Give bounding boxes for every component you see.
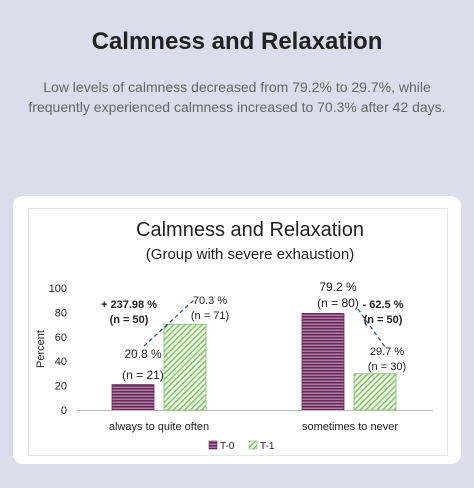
change-annotation-1: + 237.98 %: [101, 299, 157, 311]
data-label-t-0-2: 79.2 %: [319, 280, 357, 294]
data-label-t-0-1: 20.8 %: [124, 347, 162, 361]
legend-swatch-t-1: [248, 440, 258, 450]
legend-label-t-1: T-1: [260, 441, 275, 452]
y-tick-label: 0: [61, 405, 67, 417]
chart-frame: [28, 208, 448, 456]
calmness-chart: Calmness and Relaxation (Group with seve…: [35, 219, 433, 452]
bar-t-0-2: [301, 312, 345, 411]
change-annotation-2: - 62.5 %: [363, 299, 404, 311]
bar-t-0-1: [111, 384, 155, 411]
y-tick-label: 60: [55, 332, 67, 344]
page-description: Low levels of calmness decreased from 79…: [28, 79, 446, 115]
chart-card: Calmness and Relaxation (Group with seve…: [13, 196, 461, 464]
n-label-t-1-1: (n = 71): [191, 310, 229, 322]
x-category-label: always to quite often: [109, 421, 209, 433]
chart-subtitle: (Group with severe exhaustion): [146, 246, 354, 263]
change-connector-2: [357, 308, 386, 348]
chart-title: Calmness and Relaxation: [136, 219, 364, 241]
page-title: Calmness and Relaxation: [91, 28, 383, 55]
n-label-t-0-2: (n = 80): [317, 296, 359, 310]
bar-t-1-1: [163, 323, 207, 411]
y-tick-label: 20: [55, 381, 67, 393]
y-tick-label: 40: [55, 356, 67, 368]
change-annotation-1-n: (n = 50): [110, 314, 149, 326]
change-annotation-2-n: (n = 50): [364, 314, 403, 326]
y-axis-label: Percent: [35, 330, 47, 368]
y-tick-label: 100: [49, 283, 67, 295]
change-connector-1: [143, 299, 195, 347]
y-tick-label: 80: [55, 307, 67, 319]
data-label-t-1-2: 29.7 %: [370, 346, 404, 358]
legend-label-t-0: T-0: [220, 441, 235, 452]
bar-t-1-2: [353, 373, 397, 411]
n-label-t-1-2: (n = 30): [368, 361, 406, 373]
legend-swatch-t-0: [208, 440, 218, 450]
n-label-t-0-1: (n = 21): [122, 368, 164, 382]
data-label-t-1-1: 70.3 %: [193, 295, 227, 307]
x-category-label: sometimes to never: [302, 421, 398, 433]
